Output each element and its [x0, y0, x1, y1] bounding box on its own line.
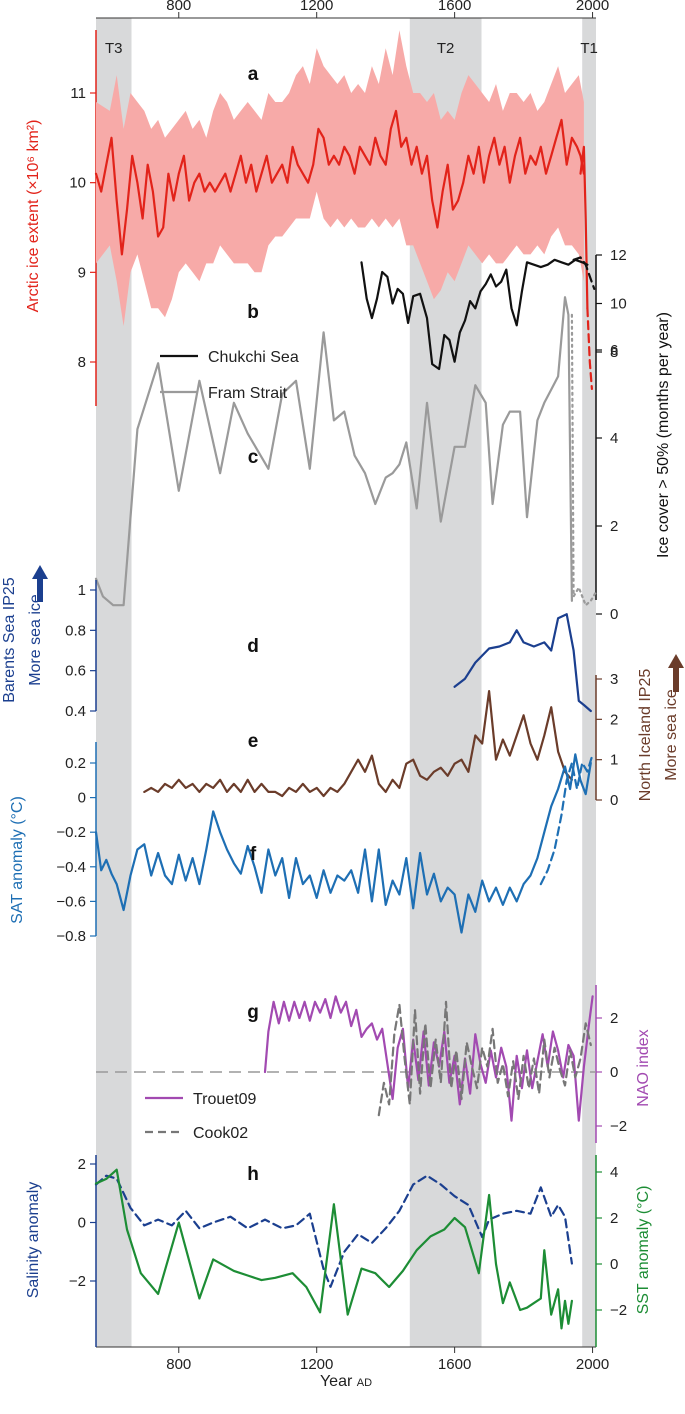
y-tick-label: 4	[610, 1164, 618, 1181]
series-line-fram-strait	[94, 296, 573, 607]
x-tick-label: 1200	[300, 0, 333, 14]
y-axis-label-e-1: North Iceland IP25	[637, 669, 654, 802]
y-axis-label-g: NAO index	[635, 1029, 652, 1106]
y-tick-label: 0	[78, 790, 86, 807]
panel-f: −0.8 −0.6 −0.4 −0.2 0 0.2 f	[56, 742, 594, 945]
legend-g-label: Cook02	[193, 1125, 248, 1142]
series-line	[94, 109, 585, 256]
panel-letter-e: e	[248, 731, 259, 752]
series-line	[94, 753, 592, 934]
x-tick-label: 1200	[300, 1356, 333, 1373]
x-tick-label: 800	[166, 0, 191, 14]
y-tick-label: 8	[610, 344, 618, 361]
y-tick-label: 11	[70, 85, 86, 102]
series-line-chukchi-sea	[360, 258, 589, 371]
y-tick-label: 0	[610, 792, 618, 809]
y-axis-label-b: Ice cover > 50% (months per year)	[655, 312, 672, 558]
y-tick-label: −0.2	[56, 824, 86, 841]
series-line	[143, 690, 573, 798]
series-line-trouet09	[263, 995, 594, 1122]
y-tick-label: 1	[610, 752, 618, 769]
y-axis-label-h: Salinity anomaly	[25, 1182, 42, 1299]
panel-letter-d: d	[247, 636, 259, 657]
uncertainty-band	[96, 30, 584, 327]
legend-bc-label: Fram Strait	[208, 385, 288, 402]
panel-letter-h: h	[247, 1164, 259, 1185]
y-tick-label: 4	[610, 430, 618, 447]
y-axis-label-f: SAT anomaly (°C)	[9, 796, 26, 924]
y-tick-label: 0	[610, 1064, 618, 1081]
legend-g-label: Trouet09	[193, 1091, 257, 1108]
panel-letter-c: c	[248, 447, 259, 468]
series-line	[570, 313, 598, 607]
panel-letter-g: g	[247, 1002, 259, 1023]
y-tick-label: −0.6	[56, 893, 86, 910]
series-line-cook02	[377, 1000, 592, 1117]
y-tick-label: 0	[610, 1256, 618, 1273]
y-tick-label: 0	[78, 1215, 86, 1232]
series-line	[539, 753, 594, 886]
y-tick-label: 0	[610, 606, 618, 623]
y-tick-label: 0.6	[65, 663, 86, 680]
y-axis-label-sst: SST anomaly (°C)	[635, 1186, 652, 1315]
y-tick-label: 1	[78, 582, 86, 599]
panel-h: −2 0 2 h	[69, 1155, 573, 1347]
y-tick-label: 8	[78, 354, 86, 371]
x-tick-label: 1600	[438, 1356, 471, 1373]
y-axis-label-d-1: Barents Sea IP25	[1, 577, 18, 703]
panel-letter-f: f	[250, 844, 257, 865]
y-tick-label: 0.2	[65, 755, 86, 772]
y-tick-label: 9	[78, 264, 86, 281]
y-tick-label: −0.8	[56, 928, 86, 945]
y-tick-label: 2	[78, 1156, 86, 1173]
period-label-T3: T3	[105, 40, 123, 57]
y-tick-label: 6	[610, 342, 618, 359]
y-tick-label: 0.8	[65, 622, 86, 639]
x-axis-label: Year AD	[320, 1373, 372, 1390]
y-tick-label: 10	[610, 296, 627, 313]
y-tick-label: −0.4	[56, 859, 86, 876]
y-tick-label: 2	[610, 711, 618, 728]
panel-h2: −2 0 2 4	[94, 1155, 627, 1347]
y-tick-label: 2	[610, 518, 618, 535]
iceland-more-ice-arrow-head	[668, 654, 684, 668]
y-tick-label: 3	[610, 671, 618, 688]
panel-e: 0 1 2 3 e	[143, 671, 618, 809]
y-axis-label-d-2: More sea ice	[27, 594, 44, 686]
x-tick-label: 2000	[576, 0, 609, 14]
y-tick-label: −2	[69, 1273, 86, 1290]
panel-g: −2 0 2 g	[96, 985, 627, 1143]
legend-bc-label: Chukchi Sea	[208, 349, 299, 366]
panel-d: 0.4 0.6 0.8 1 d	[65, 580, 592, 720]
y-tick-label: 10	[69, 175, 86, 192]
y-tick-label: 2	[610, 1210, 618, 1227]
panel-b: 8 10 12 b	[247, 247, 627, 600]
y-tick-label: 12	[610, 247, 627, 264]
shaded-period-T1	[582, 18, 596, 1347]
x-tick-label: 2000	[576, 1356, 609, 1373]
series-line	[586, 307, 593, 390]
panel-letter-a: a	[248, 64, 259, 85]
barents-more-ice-arrow-head	[32, 565, 48, 579]
y-tick-label: −2	[610, 1118, 627, 1135]
series-line	[453, 613, 592, 713]
period-label-T1: T1	[580, 40, 598, 57]
y-axis-label-e-2: More sea ice	[663, 689, 680, 781]
x-tick-label: 800	[166, 1356, 191, 1373]
y-axis-label-a: Arctic ice extent (×10⁶ km²)	[25, 120, 42, 313]
y-tick-label: 0.4	[65, 703, 86, 720]
period-label-T2: T2	[437, 40, 455, 57]
x-tick-label: 1600	[438, 0, 471, 14]
series-line	[94, 1174, 573, 1288]
y-tick-label: 2	[610, 1010, 618, 1027]
y-tick-label: −2	[610, 1302, 627, 1319]
panel-letter-b: b	[247, 302, 259, 323]
panel-a: 8 9 10 11 a	[69, 30, 593, 406]
series-line	[572, 256, 596, 290]
panel-c: 0 2 4 6 c	[94, 296, 618, 623]
series-line	[94, 1168, 573, 1330]
